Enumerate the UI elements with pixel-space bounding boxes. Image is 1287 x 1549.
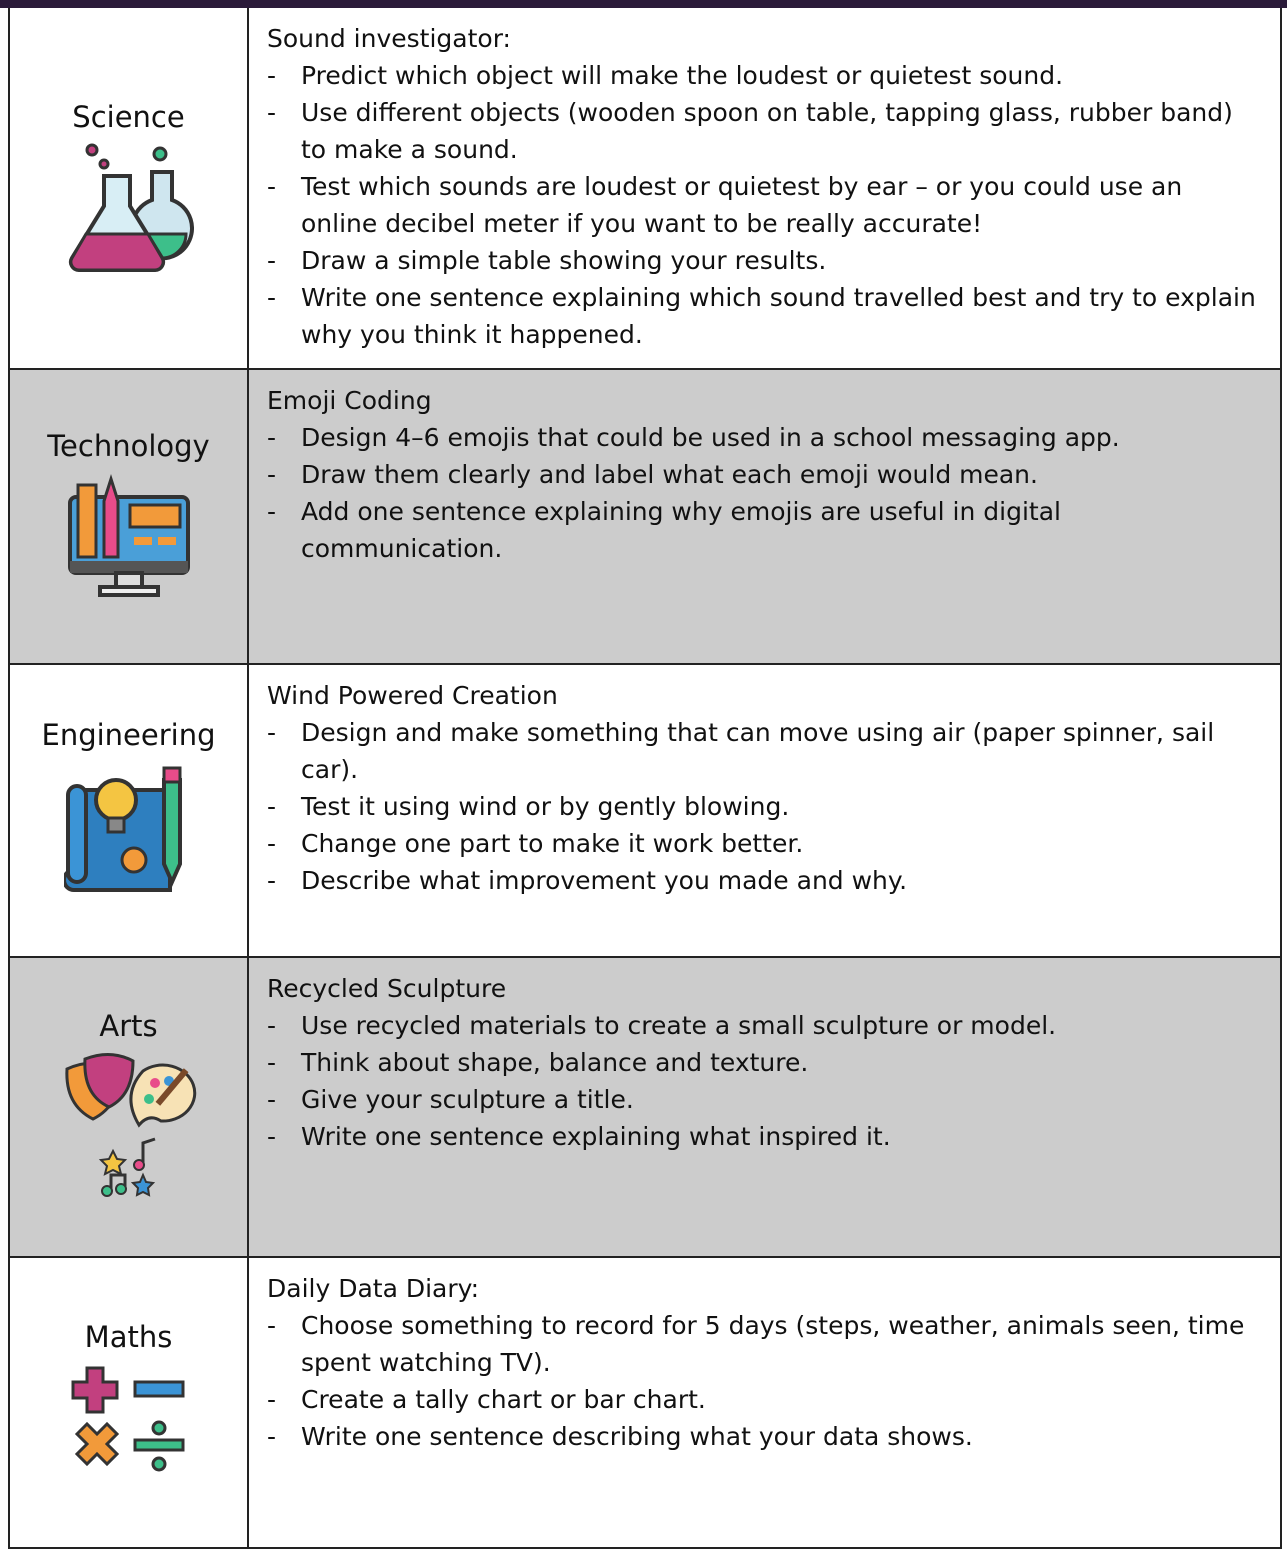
list-item: - Change one part to make it work better. <box>267 825 1260 862</box>
item-text: Test it using wind or by gently blowing. <box>301 792 790 821</box>
subject-name: Science <box>72 100 185 134</box>
bullet: - <box>267 61 277 90</box>
item-text: Change one part to make it work better. <box>301 829 804 858</box>
subject-icon <box>64 142 194 276</box>
list-item: - Think about shape, balance and texture. <box>267 1044 1260 1081</box>
list-item: - Test which sounds are loudest or quiete… <box>267 168 1260 242</box>
item-text: Describe what improvement you made and w… <box>301 866 908 895</box>
item-text: Design and make something that can move … <box>301 718 1215 784</box>
icon-graphic <box>61 766 182 892</box>
item-text: Think about shape, balance and texture. <box>301 1048 809 1077</box>
item-text: Write one sentence describing what your … <box>301 1422 973 1451</box>
list-item: - Write one sentence describing what your… <box>267 1418 1260 1455</box>
item-text: Give your sculpture a title. <box>301 1085 634 1114</box>
bullet: - <box>267 792 277 821</box>
table-row: Maths Daily Data Diary: - Choose something … <box>10 1258 1280 1549</box>
item-text: Use recycled materials to create a small… <box>301 1011 1057 1040</box>
subject-cell: Science <box>10 8 249 368</box>
bullet: - <box>267 460 277 489</box>
subject-cell: Technology <box>10 370 249 663</box>
list-item: - Describe what improvement you made and … <box>267 862 1260 899</box>
table-row: Engineering Wind Powered Creation - Design … <box>10 665 1280 958</box>
item-text: Use different objects (wooden spoon on t… <box>301 98 1233 164</box>
activity-table: Science Sound investigator: - Predict which… <box>8 8 1282 1549</box>
list-item: - Write one sentence explaining what insp… <box>267 1118 1260 1155</box>
content-cell: Sound investigator: - Predict which object… <box>249 8 1280 368</box>
subject-cell: Engineering <box>10 665 249 956</box>
list-item: - Design 4–6 emojis that could be used in… <box>267 419 1260 456</box>
subject-name: Technology <box>47 428 210 463</box>
bullet: - <box>267 497 277 526</box>
item-text: Design 4–6 emojis that could be used in … <box>301 423 1120 452</box>
subject-name: Maths <box>84 1319 173 1354</box>
content-cell: Wind Powered Creation - Design and make so… <box>249 665 1280 956</box>
item-text: Write one sentence explaining which soun… <box>301 283 1256 349</box>
bullet: - <box>267 1385 277 1414</box>
item-text: Draw a simple table showing your results… <box>301 246 827 275</box>
bullet: - <box>267 1311 277 1340</box>
list-item: - Predict which object will make the loud… <box>267 57 1260 94</box>
subject-icon <box>69 1362 189 1486</box>
bullet: - <box>267 283 277 312</box>
item-text: Draw them clearly and label what each em… <box>301 460 1038 489</box>
subject-icon <box>59 1051 199 1205</box>
bullet: - <box>267 172 277 201</box>
content-cell: Emoji Coding - Design 4–6 emojis that coul… <box>249 370 1280 663</box>
item-text: Test which sounds are loudest or quietes… <box>301 172 1183 238</box>
activity-title: Daily Data Diary: <box>267 1274 480 1303</box>
activity-title: Recycled Sculpture <box>267 974 507 1003</box>
icon-graphic <box>71 1366 184 1471</box>
list-item: - Choose something to record for 5 days (… <box>267 1307 1260 1381</box>
item-text: Add one sentence explaining why emojis a… <box>301 497 1061 563</box>
subject-cell: Maths <box>10 1258 249 1547</box>
list-item: - Add one sentence explaining why emojis … <box>267 493 1260 567</box>
subject-name: Engineering <box>41 717 216 752</box>
icon-graphic <box>67 473 190 597</box>
icon-graphic <box>64 1053 196 1197</box>
list-item: - Give your sculpture a title. <box>267 1081 1260 1118</box>
item-text: Predict which object will make the loude… <box>301 61 1064 90</box>
list-item: - Draw them clearly and label what each e… <box>267 456 1260 493</box>
list-item: - Create a tally chart or bar chart. <box>267 1381 1260 1418</box>
list-item: - Write one sentence explaining which sou… <box>267 279 1260 353</box>
activity-title: Wind Powered Creation <box>267 681 558 710</box>
bullet: - <box>267 1011 277 1040</box>
subject-name: Arts <box>99 1009 158 1043</box>
list-item: - Draw a simple table showing your result… <box>267 242 1260 279</box>
bullet: - <box>267 423 277 452</box>
list-item: - Design and make something that can move… <box>267 714 1260 788</box>
bullet: - <box>267 1085 277 1114</box>
item-text: Create a tally chart or bar chart. <box>301 1385 706 1414</box>
content-cell: Daily Data Diary: - Choose something to re… <box>249 1258 1280 1547</box>
bullet: - <box>267 98 277 127</box>
bullet: - <box>267 246 277 275</box>
list-item: - Use recycled materials to create a smal… <box>267 1007 1260 1044</box>
top-bar <box>0 0 1287 8</box>
icon-graphic <box>68 143 194 273</box>
item-text: Write one sentence explaining what inspi… <box>301 1122 891 1151</box>
table-row: Science Sound investigator: - Predict which… <box>10 8 1280 370</box>
bullet: - <box>267 718 277 747</box>
bullet: - <box>267 829 277 858</box>
bullet: - <box>267 1048 277 1077</box>
subject-cell: Arts <box>10 958 249 1256</box>
table-row: Arts Recycled Sculpture - Use recycled mate… <box>10 958 1280 1258</box>
list-item: - Use different objects (wooden spoon on … <box>267 94 1260 168</box>
bullet: - <box>267 866 277 895</box>
subject-icon <box>61 760 194 904</box>
content-cell: Recycled Sculpture - Use recycled material… <box>249 958 1280 1256</box>
bullet: - <box>267 1122 277 1151</box>
table-row: Technology Emoji Coding - Design 4–6 emojis… <box>10 370 1280 665</box>
activity-title: Emoji Coding <box>267 386 432 415</box>
bullet: - <box>267 1422 277 1451</box>
activity-title: Sound investigator: <box>267 24 511 53</box>
subject-icon <box>64 471 194 605</box>
list-item: - Test it using wind or by gently blowing… <box>267 788 1260 825</box>
item-text: Choose something to record for 5 days (s… <box>301 1311 1245 1377</box>
